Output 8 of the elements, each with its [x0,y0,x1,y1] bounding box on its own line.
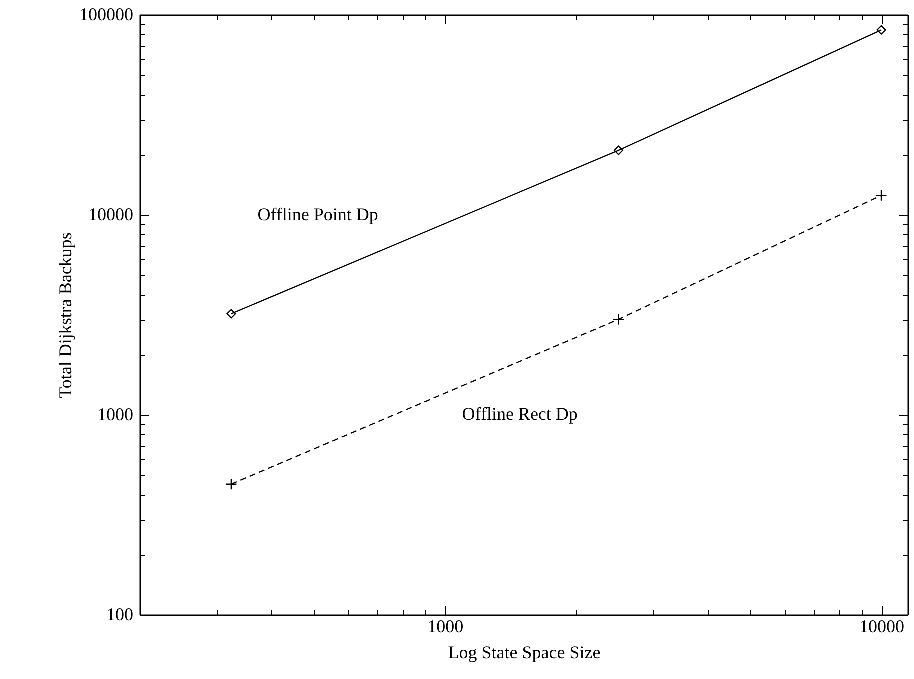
series-label: Offline Point Dp [258,204,378,224]
y-tick-label: 100000 [80,4,134,24]
y-tick-label: 10000 [88,204,134,224]
y-axis-title: Total Dijkstra Backups [56,232,76,398]
series-label: Offline Rect Dp [462,404,578,424]
y-tick-label: 100 [106,604,134,624]
x-axis-title: Log State Space Size [448,642,601,662]
y-tick-label: 1000 [98,404,134,424]
